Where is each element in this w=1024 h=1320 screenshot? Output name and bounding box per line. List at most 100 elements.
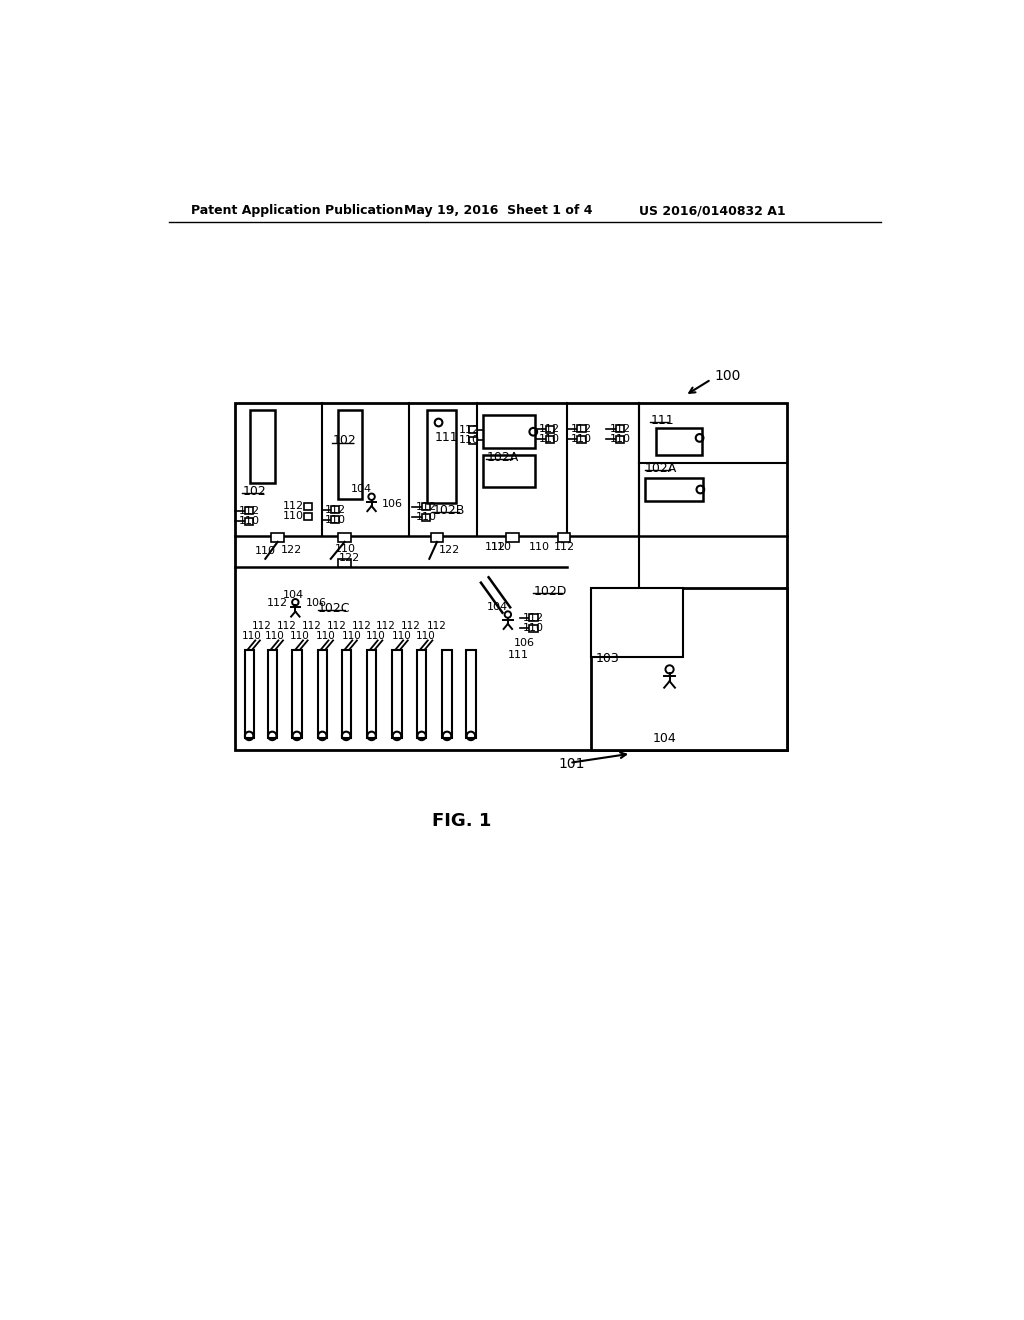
Text: 110: 110	[316, 631, 336, 640]
Bar	[469, 426, 477, 433]
Bar	[422, 515, 430, 521]
Text: 110: 110	[335, 544, 355, 554]
Text: 112: 112	[276, 620, 297, 631]
Text: 110: 110	[571, 434, 592, 444]
Bar	[304, 503, 312, 510]
Text: Patent Application Publication: Patent Application Publication	[190, 205, 403, 218]
Text: 112: 112	[325, 504, 346, 515]
Text: 102A: 102A	[645, 462, 677, 475]
Text: 112: 112	[459, 425, 480, 436]
Text: 112: 112	[283, 502, 304, 511]
Bar	[483, 414, 535, 447]
Bar	[442, 649, 452, 738]
Text: 112: 112	[400, 620, 421, 631]
Bar	[267, 649, 276, 738]
Text: 111: 111	[435, 430, 459, 444]
Text: 112: 112	[539, 425, 560, 434]
Text: 112: 112	[267, 598, 288, 607]
Text: 110: 110	[239, 516, 259, 527]
Text: 110: 110	[342, 631, 361, 640]
Bar	[645, 478, 702, 502]
Bar	[417, 649, 426, 738]
Bar	[422, 503, 430, 511]
Bar	[250, 411, 274, 483]
Bar	[615, 436, 625, 442]
Text: 111: 111	[650, 413, 674, 426]
Text: 106: 106	[306, 598, 327, 607]
Text: 110: 110	[490, 543, 512, 552]
Text: 122: 122	[281, 545, 302, 554]
Bar	[331, 516, 339, 524]
Text: 112: 112	[376, 620, 395, 631]
Text: 112: 112	[252, 620, 271, 631]
Text: 112: 112	[485, 543, 506, 552]
Bar	[292, 649, 301, 738]
Text: 104: 104	[351, 484, 372, 495]
Text: 102: 102	[333, 434, 356, 447]
Bar	[339, 533, 351, 543]
Bar	[342, 649, 351, 738]
Bar	[466, 649, 475, 738]
Bar	[506, 533, 518, 543]
Text: 112: 112	[327, 620, 347, 631]
Bar	[245, 649, 254, 738]
Text: 110: 110	[290, 631, 309, 640]
Bar	[245, 507, 253, 515]
Bar	[339, 411, 361, 499]
Text: 110: 110	[265, 631, 285, 640]
Text: 112: 112	[351, 620, 372, 631]
Text: FIG. 1: FIG. 1	[432, 812, 492, 829]
Bar	[339, 558, 351, 568]
Text: 111: 111	[508, 649, 528, 660]
Text: 112: 112	[427, 620, 446, 631]
Text: 110: 110	[459, 436, 480, 445]
Bar	[558, 533, 570, 543]
Text: 110: 110	[366, 631, 385, 640]
Text: 112: 112	[554, 543, 575, 552]
Text: 110: 110	[529, 543, 550, 552]
Bar	[578, 425, 586, 432]
Text: 110: 110	[539, 434, 560, 445]
Text: 112: 112	[239, 506, 259, 516]
Bar	[427, 411, 457, 503]
Text: 110: 110	[523, 623, 545, 634]
Text: 112: 112	[416, 502, 436, 512]
Text: 104: 104	[487, 602, 508, 611]
Text: 102B: 102B	[432, 504, 465, 517]
Text: 122: 122	[438, 545, 460, 554]
Bar	[431, 533, 443, 543]
Bar	[591, 589, 787, 750]
Text: 110: 110	[325, 515, 346, 524]
Text: 102: 102	[243, 484, 266, 498]
Text: 102D: 102D	[534, 585, 566, 598]
Text: May 19, 2016  Sheet 1 of 4: May 19, 2016 Sheet 1 of 4	[403, 205, 593, 218]
Text: 112: 112	[571, 424, 592, 434]
Text: 112: 112	[609, 424, 631, 434]
Bar	[271, 533, 284, 543]
Bar	[304, 513, 312, 520]
Text: 110: 110	[243, 631, 262, 640]
Bar	[591, 589, 683, 657]
Bar	[367, 649, 376, 738]
Text: 100: 100	[714, 368, 740, 383]
Text: 110: 110	[416, 512, 436, 523]
Text: 103: 103	[596, 652, 620, 665]
Bar	[578, 436, 586, 442]
Bar	[546, 437, 554, 444]
Bar	[655, 428, 701, 455]
Bar	[234, 404, 787, 750]
Text: 110: 110	[609, 434, 631, 444]
Text: 106: 106	[382, 499, 402, 510]
Text: 110: 110	[283, 511, 304, 521]
Text: 110: 110	[255, 546, 276, 556]
Bar	[245, 517, 253, 525]
Text: 101: 101	[559, 758, 585, 771]
Text: 122: 122	[339, 553, 359, 564]
Bar	[529, 614, 538, 622]
Text: 104: 104	[283, 590, 304, 601]
Text: 112: 112	[301, 620, 322, 631]
Bar	[331, 506, 339, 512]
Text: 110: 110	[391, 631, 412, 640]
Text: 112: 112	[523, 612, 545, 623]
Bar	[615, 425, 625, 432]
